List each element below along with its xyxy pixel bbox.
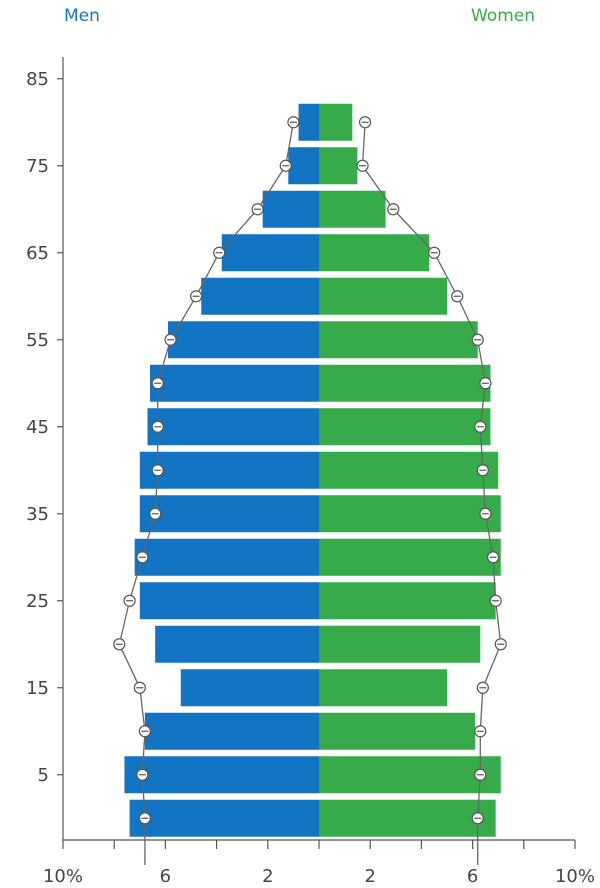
x-tick-label: 10%	[43, 866, 83, 887]
bar-women	[319, 278, 447, 315]
y-tick-label: 85	[26, 69, 49, 90]
bar-men	[140, 495, 319, 532]
y-tick-label: 5	[38, 765, 49, 786]
bar-women	[319, 800, 496, 837]
bar-men	[263, 191, 319, 228]
bar-women	[319, 234, 429, 271]
bar-men	[201, 278, 319, 315]
bar-men	[140, 452, 319, 489]
bar-women	[319, 408, 491, 445]
bar-men	[124, 756, 319, 793]
bar-women	[319, 147, 357, 184]
x-tick-label: 6	[160, 866, 171, 887]
bar-men	[155, 626, 319, 663]
y-tick-label: 45	[26, 417, 49, 438]
bar-women	[319, 495, 501, 532]
x-tick-label: 10%	[555, 866, 595, 887]
bar-men	[140, 582, 319, 619]
bar-women	[319, 104, 352, 141]
bar-women	[319, 539, 501, 576]
bar-men	[299, 104, 319, 141]
bar-men	[145, 713, 319, 750]
women-comparison-line	[363, 122, 501, 865]
x-tick-label: 2	[364, 866, 375, 887]
men-comparison-line	[119, 122, 293, 865]
y-tick-label: 25	[26, 591, 49, 612]
y-tick-label: 65	[26, 243, 49, 264]
y-tick-label: 35	[26, 504, 49, 525]
x-tick-label: 6	[467, 866, 478, 887]
bar-men	[222, 234, 319, 271]
bar-men	[147, 408, 319, 445]
bar-women	[319, 191, 386, 228]
bar-women	[319, 452, 498, 489]
bar-women	[319, 669, 447, 706]
bar-women	[319, 321, 478, 358]
bar-women	[319, 713, 475, 750]
x-tick-label: 2	[262, 866, 273, 887]
bar-men	[150, 365, 319, 402]
bar-men	[130, 800, 319, 837]
y-tick-label: 15	[26, 678, 49, 699]
bar-men	[168, 321, 319, 358]
bar-women	[319, 582, 496, 619]
bar-men	[288, 147, 319, 184]
bar-men	[135, 539, 319, 576]
bar-men	[181, 669, 319, 706]
bar-women	[319, 626, 480, 663]
bar-women	[319, 756, 501, 793]
bar-women	[319, 365, 491, 402]
y-tick-label: 55	[26, 330, 49, 351]
y-tick-label: 75	[26, 156, 49, 177]
